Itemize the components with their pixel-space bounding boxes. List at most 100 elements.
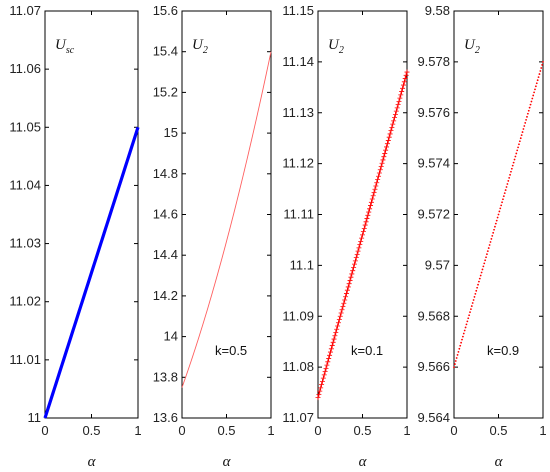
- x-tick-label: 1: [267, 423, 274, 438]
- dot-marker: [459, 344, 462, 347]
- panel-label-sub: sc: [66, 45, 75, 56]
- panel-4: 9.564 9.566 9.568 9.57 9.572 9.574 9.576 9.578 9…: [417, 3, 546, 470]
- y-tick-label: 11.14: [282, 54, 314, 69]
- panel-1: 11 11.01 11.02 11.03 11.04 11.05 11.06 11.07 0 0.…: [9, 3, 141, 470]
- x-tick-label: 0.5: [82, 423, 100, 438]
- dot-marker: [479, 274, 482, 277]
- y-tick-label: 9.576: [417, 105, 450, 120]
- y-tick-label: 11.03: [9, 236, 41, 251]
- dot-marker: [506, 183, 509, 185]
- dot-marker: [490, 238, 493, 240]
- dot-marker: [527, 109, 530, 112]
- y-tick-label: 9.568: [417, 308, 450, 323]
- dot-marker: [525, 118, 527, 121]
- panel-label-main: U: [328, 37, 340, 53]
- dot-marker: [522, 128, 525, 130]
- dot-marker: [464, 326, 467, 329]
- dot-marker: [487, 247, 490, 249]
- y-tick-label: 9.574: [417, 156, 450, 171]
- x-axis-title: α: [359, 454, 368, 470]
- panel-2: 13.6 13.8 14 14.2 14.4 14.6 14.8 15 15.2 15.4 15.6…: [153, 3, 275, 470]
- dot-marker: [453, 366, 455, 369]
- panel-label-main: U: [464, 37, 476, 53]
- x-axis-title: α: [495, 454, 504, 470]
- dot-marker: [498, 210, 501, 213]
- y-tick-label: 15.4: [153, 44, 178, 59]
- dot-marker: [510, 170, 512, 173]
- dot-marker: [475, 289, 478, 292]
- dot-marker: [474, 292, 477, 295]
- y-tick-label: 15.2: [153, 84, 178, 99]
- y-tick-label: 11.01: [9, 352, 41, 367]
- y-tick-label: 11.02: [9, 294, 41, 309]
- y-tick-label: 9.566: [417, 359, 450, 374]
- dot-marker: [518, 143, 520, 146]
- dot-marker: [523, 125, 526, 127]
- dot-marker: [534, 85, 537, 88]
- dot-marker: [470, 308, 472, 311]
- dot-marker: [507, 180, 510, 182]
- dot-marker: [535, 82, 538, 85]
- dot-marker: [456, 354, 459, 356]
- dot-marker: [470, 305, 473, 307]
- dot-marker: [462, 335, 464, 338]
- dot-marker: [503, 192, 506, 195]
- y-tick-label: 9.58: [425, 3, 450, 18]
- dot-marker: [529, 103, 532, 106]
- dot-marker: [500, 204, 503, 207]
- dot-marker: [480, 271, 483, 274]
- y-tick-label: 11.08: [282, 359, 314, 374]
- dot-marker: [536, 79, 539, 82]
- dot-marker: [467, 317, 470, 320]
- y-tick-label: 14: [164, 329, 178, 344]
- dot-marker: [458, 347, 461, 350]
- y-tick-label: 11.11: [283, 207, 314, 222]
- x-tick-label: 1: [134, 423, 141, 438]
- panel-label-sub: 2: [339, 45, 344, 56]
- y-tick-label: 13.6: [153, 410, 178, 425]
- dot-marker: [542, 60, 544, 63]
- dot-marker: [502, 195, 505, 198]
- dot-marker: [520, 134, 523, 137]
- dot-marker: [510, 167, 513, 170]
- dot-marker: [531, 97, 534, 100]
- dot-marker: [514, 155, 517, 158]
- dot-marker: [488, 244, 491, 246]
- dot-marker: [485, 256, 487, 259]
- dot-marker: [530, 100, 533, 103]
- dot-marker: [509, 173, 511, 176]
- dot-marker: [455, 357, 458, 359]
- y-tick-label: 14.2: [153, 288, 178, 303]
- dot-marker: [486, 250, 489, 253]
- dot-marker: [524, 122, 527, 124]
- dot-marker: [538, 73, 541, 75]
- y-tick-label: 11.07: [282, 410, 314, 425]
- dot-marker: [512, 161, 515, 164]
- dot-marker: [508, 176, 511, 179]
- y-tick-label: 14.4: [153, 247, 178, 262]
- dot-marker: [454, 360, 457, 362]
- dot-marker: [516, 149, 519, 152]
- dot-marker: [511, 164, 514, 167]
- y-tick-label: 11.05: [9, 119, 41, 134]
- y-tick-label: 9.57: [425, 257, 450, 272]
- dot-marker: [461, 338, 463, 341]
- y-tick-label: 11.09: [282, 308, 314, 323]
- dot-marker: [466, 320, 469, 323]
- x-tick-label: 1: [403, 423, 410, 438]
- k-annotation: k=0.1: [351, 343, 383, 358]
- y-tick-label: 11.06: [9, 61, 41, 76]
- x-tick-label: 0: [41, 423, 48, 438]
- y-tick-label: 11.07: [9, 3, 41, 18]
- panel-label-main: U: [55, 37, 67, 53]
- panel-3: 11.07 11.08 11.09 11.1 11.11 11.12 11.13 11.14 1…: [282, 3, 410, 470]
- dot-marker: [495, 219, 498, 222]
- y-tick-label: 15.6: [153, 3, 178, 18]
- dot-marker: [526, 112, 529, 115]
- dot-marker: [517, 146, 519, 149]
- dot-marker: [460, 341, 463, 344]
- dot-marker: [478, 277, 481, 280]
- dot-marker: [478, 280, 480, 283]
- dot-marker: [465, 323, 468, 326]
